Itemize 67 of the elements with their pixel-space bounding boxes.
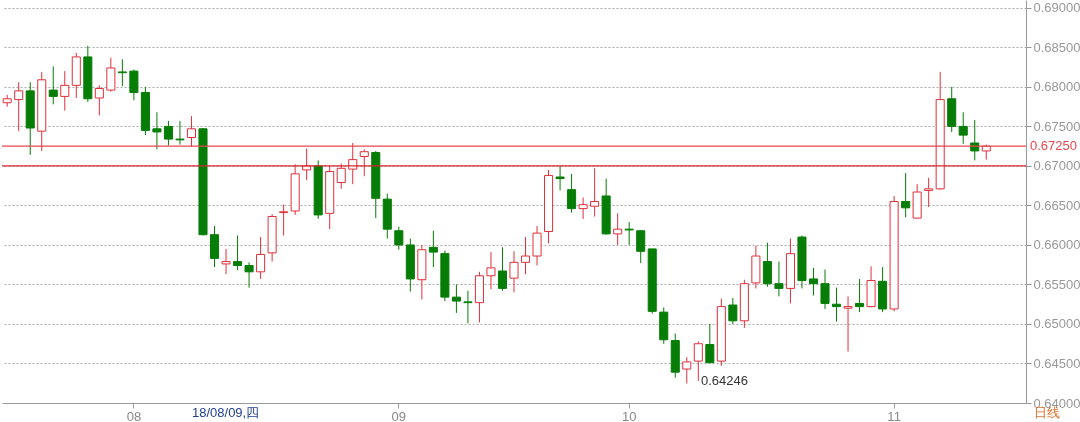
candlestick [221, 248, 231, 275]
candlestick [336, 163, 346, 190]
candlestick [509, 250, 519, 293]
candlestick [613, 212, 623, 246]
candlestick [728, 297, 738, 325]
candlestick [463, 290, 473, 324]
candlestick [94, 84, 104, 116]
y-tick-label: 0.68500 [1033, 39, 1080, 55]
candlestick [624, 221, 634, 246]
candlestick [497, 246, 508, 292]
candlestick [209, 225, 220, 268]
candlestick [762, 242, 772, 288]
candlestick [831, 287, 842, 323]
candlestick [152, 111, 162, 150]
candlestick [855, 278, 865, 313]
candlestick [820, 268, 830, 310]
candlestick [451, 283, 461, 314]
x-tick-label: 09 [391, 408, 407, 422]
candlestick [693, 340, 703, 382]
candlestick [774, 261, 784, 297]
y-tick-label: 0.69000 [1033, 0, 1080, 16]
candlestick [590, 167, 600, 218]
candlestick [808, 267, 819, 297]
candlestick [129, 69, 139, 101]
candlestick [394, 226, 404, 251]
candlestick [532, 225, 542, 267]
candlestick [567, 173, 577, 214]
candlestick [60, 70, 70, 112]
candlestick [117, 58, 127, 87]
y-tick-label: 0.66500 [1033, 197, 1080, 213]
candlestick [48, 65, 58, 105]
candlestick [970, 119, 980, 161]
candlestick [106, 57, 116, 93]
candlestick [163, 120, 173, 146]
candlestick [14, 81, 24, 132]
y-tick-label: 0.67500 [1033, 118, 1080, 134]
ref-line-label: 0.67250 [1030, 138, 1077, 154]
candlestick [682, 356, 692, 385]
candlestick [636, 230, 646, 264]
candlestick [958, 111, 968, 145]
y-tick-label: 0.64500 [1033, 355, 1080, 371]
x-tick-label: 10 [621, 408, 637, 422]
candlestick [486, 251, 496, 290]
y-tick-label: 0.68000 [1033, 79, 1080, 95]
y-tick-label: 0.67000 [1033, 158, 1080, 174]
candlestick [901, 172, 911, 218]
candlestick [244, 261, 254, 289]
candlestick [555, 165, 565, 191]
candlestick [578, 197, 588, 220]
candlestick [705, 323, 715, 364]
candlestick [843, 295, 853, 353]
candlestick [924, 177, 934, 208]
text: 18/08/09,四 [192, 405, 260, 420]
candlestick [359, 148, 369, 177]
candlestick [428, 230, 438, 268]
y-tick-label: 0.65500 [1033, 276, 1080, 292]
y-tick-label: 0.65000 [1033, 316, 1080, 332]
candlestick [520, 236, 531, 275]
x-tick-label: 08 [126, 408, 142, 422]
candlestick [256, 236, 266, 280]
annotation: 0.64246 [701, 373, 748, 388]
candlestick [175, 120, 185, 146]
x-tick-label: 11 [887, 408, 901, 422]
candlestick [233, 234, 243, 271]
candlestick [186, 115, 197, 148]
y-tick-label: 0.66000 [1033, 237, 1080, 253]
candlestick [279, 204, 289, 236]
